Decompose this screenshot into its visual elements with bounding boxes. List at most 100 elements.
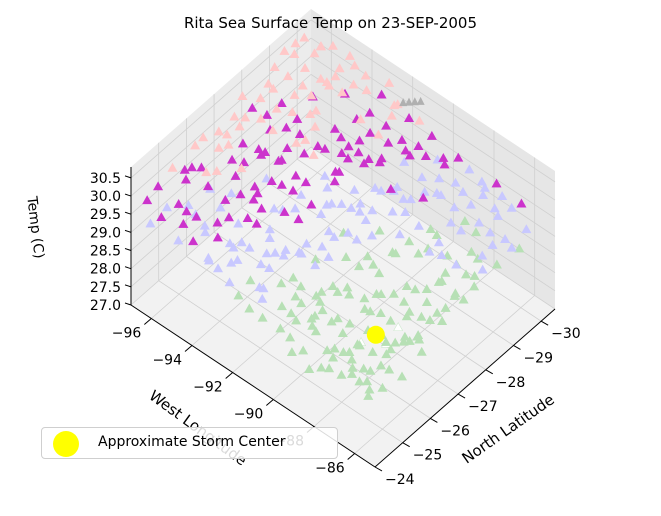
temperature-marker	[376, 185, 387, 195]
temperature-marker	[232, 254, 243, 264]
temperature-marker	[332, 286, 343, 296]
temperature-marker	[181, 206, 192, 216]
missing-value-marker	[416, 96, 425, 105]
z-tick-label: 29.5	[90, 207, 121, 223]
temperature-marker	[416, 172, 427, 182]
y-tick-label: −29	[523, 350, 553, 366]
gridline-z	[310, 19, 556, 183]
temperature-marker	[396, 134, 407, 144]
temperature-marker	[213, 263, 224, 273]
temperature-marker	[439, 159, 450, 169]
temperature-marker	[353, 147, 364, 157]
temperature-marker	[276, 179, 287, 189]
temperature-marker	[354, 376, 365, 386]
temperature-marker	[242, 213, 253, 222]
temperature-marker	[385, 315, 396, 325]
x-tick-mark	[225, 372, 233, 379]
temperature-marker	[247, 102, 258, 112]
temperature-marker	[295, 281, 306, 291]
temperature-marker	[234, 121, 245, 131]
x-tick-label: −92	[193, 380, 223, 396]
temperature-marker	[401, 281, 412, 291]
x-tick-mark	[266, 399, 274, 406]
temperature-marker	[485, 227, 496, 237]
x-tick-label: −94	[152, 353, 182, 369]
temperature-marker	[424, 246, 435, 256]
temperature-marker	[342, 282, 353, 292]
temperature-marker	[288, 272, 299, 282]
temperature-marker	[388, 288, 399, 298]
temperature-marker	[224, 277, 235, 287]
temperature-marker	[264, 263, 275, 273]
temperature-marker	[306, 90, 317, 100]
temperature-marker	[290, 203, 301, 213]
temperature-marker	[336, 369, 347, 379]
y-tick-mark	[402, 442, 410, 448]
temperature-marker	[390, 248, 401, 258]
temperature-marker	[285, 332, 296, 342]
temperature-marker	[413, 220, 424, 230]
temperature-marker	[373, 129, 384, 139]
temperature-marker	[336, 199, 347, 208]
gridline-z	[310, 128, 556, 292]
temperature-marker	[276, 278, 287, 288]
temperature-marker	[223, 139, 234, 149]
temperature-marker	[375, 360, 386, 370]
y-tick-label: −28	[496, 375, 526, 391]
legend-storm-marker	[53, 431, 79, 457]
temperature-marker	[324, 80, 335, 90]
z-tick-mark	[124, 175, 132, 179]
temperature-marker	[497, 191, 508, 200]
temperature-marker	[273, 155, 284, 165]
temperature-marker	[449, 291, 460, 300]
temperature-marker	[296, 248, 307, 258]
temperature-marker	[301, 238, 312, 248]
temperature-marker	[237, 138, 248, 148]
temperature-marker	[296, 189, 307, 199]
temperature-marker	[204, 255, 215, 265]
z-tick-label: 30.0	[90, 189, 121, 205]
temperature-marker	[363, 154, 374, 164]
temperature-marker	[375, 308, 386, 318]
temperature-marker	[413, 141, 424, 151]
z-tick-label: 27.0	[90, 298, 121, 314]
temperature-marker	[516, 198, 527, 208]
temperature-marker	[364, 107, 375, 117]
temperature-marker	[271, 103, 282, 113]
y-tick-label: −24	[385, 472, 415, 488]
temperature-marker	[337, 328, 348, 338]
temperature-marker	[436, 250, 447, 260]
temperature-marker	[281, 122, 292, 132]
temperature-marker	[292, 114, 303, 123]
temperature-marker	[381, 336, 392, 346]
x-tick-mark	[144, 318, 152, 325]
gridline-x	[313, 268, 495, 427]
temperature-marker	[256, 149, 267, 159]
temperature-marker	[476, 176, 487, 186]
z-tick-label: 27.5	[90, 280, 121, 296]
temperature-marker	[261, 173, 272, 183]
temperature-marker	[291, 137, 302, 147]
temperature-marker	[288, 185, 299, 195]
temperature-marker	[404, 150, 415, 160]
temperature-marker	[223, 212, 234, 222]
temperature-marker	[381, 349, 392, 359]
temperature-marker	[267, 125, 278, 135]
temperature-marker	[191, 211, 202, 221]
temperature-marker	[270, 247, 281, 257]
temperature-marker	[296, 298, 307, 308]
temperature-marker	[458, 294, 469, 304]
temperature-marker	[453, 152, 464, 162]
temperature-marker	[235, 189, 246, 199]
temperature-marker	[438, 153, 449, 162]
temperature-marker	[153, 181, 164, 191]
temperature-marker	[354, 206, 365, 216]
temperature-marker	[341, 252, 352, 262]
z-tick-label: 28.5	[90, 244, 121, 260]
temperature-marker	[374, 225, 385, 235]
temperature-marker	[276, 98, 287, 108]
temperature-marker	[393, 322, 404, 331]
temperature-marker	[183, 200, 194, 210]
legend-label: Approximate Storm Center	[98, 434, 286, 450]
temperature-marker	[255, 93, 266, 103]
